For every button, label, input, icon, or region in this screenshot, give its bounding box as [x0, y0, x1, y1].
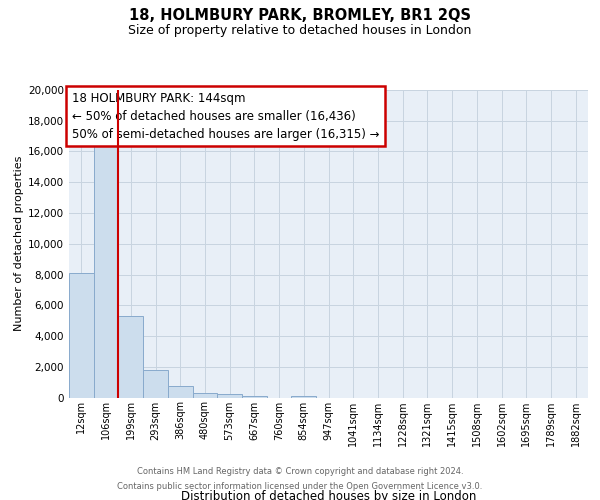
- Bar: [168, 386, 193, 398]
- Bar: [69, 273, 94, 398]
- Y-axis label: Number of detached properties: Number of detached properties: [14, 156, 24, 332]
- Bar: [143, 370, 168, 398]
- Bar: [242, 396, 267, 398]
- Bar: [118, 316, 143, 398]
- Bar: [193, 392, 217, 398]
- Text: Contains public sector information licensed under the Open Government Licence v3: Contains public sector information licen…: [118, 482, 482, 491]
- Bar: [292, 396, 316, 398]
- Bar: [217, 394, 242, 398]
- Text: Size of property relative to detached houses in London: Size of property relative to detached ho…: [128, 24, 472, 37]
- Text: Contains HM Land Registry data © Crown copyright and database right 2024.: Contains HM Land Registry data © Crown c…: [137, 467, 463, 476]
- Text: 18 HOLMBURY PARK: 144sqm
← 50% of detached houses are smaller (16,436)
50% of se: 18 HOLMBURY PARK: 144sqm ← 50% of detach…: [71, 92, 379, 140]
- X-axis label: Distribution of detached houses by size in London: Distribution of detached houses by size …: [181, 490, 476, 500]
- Bar: [94, 142, 118, 398]
- Text: 18, HOLMBURY PARK, BROMLEY, BR1 2QS: 18, HOLMBURY PARK, BROMLEY, BR1 2QS: [129, 8, 471, 22]
